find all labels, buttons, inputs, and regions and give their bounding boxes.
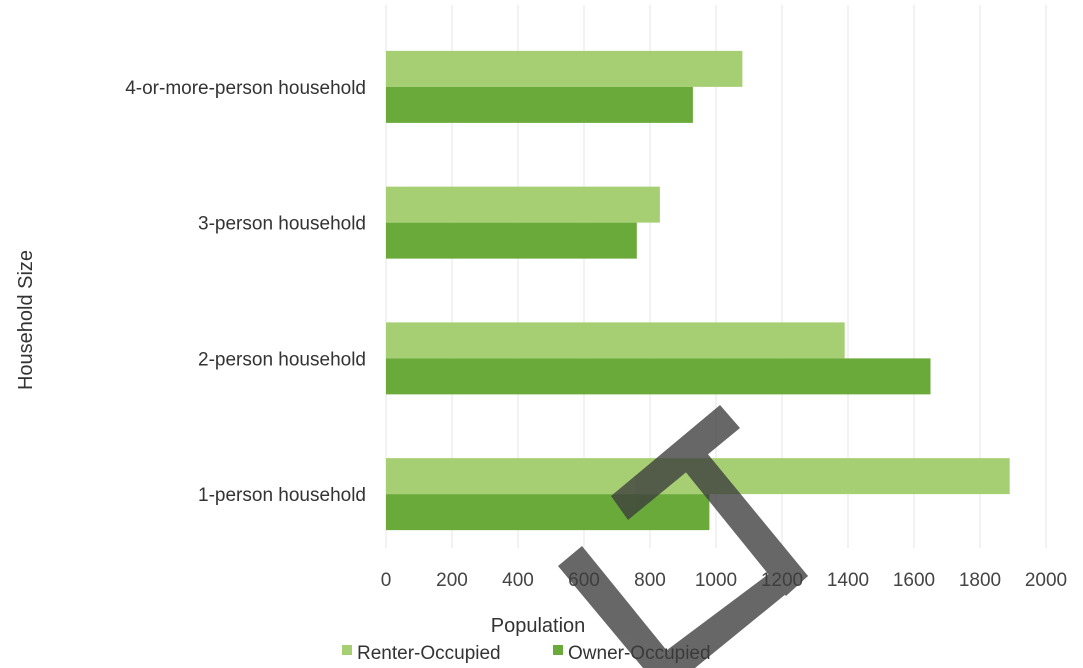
legend-label-renter: Renter-Occupied — [357, 643, 501, 664]
bar-owner — [386, 86, 693, 123]
bar-owner — [386, 222, 637, 259]
legend-swatch-renter — [342, 645, 352, 655]
x-tick-label: 1600 — [893, 570, 935, 591]
x-tick-label: 1400 — [827, 570, 869, 591]
x-tick-label: 200 — [436, 570, 468, 591]
x-axis-title: Population — [491, 615, 586, 637]
watermark-logo — [558, 405, 808, 668]
bar-renter — [386, 50, 743, 87]
y-category-label: 2-person household — [198, 349, 366, 370]
bar-owner — [386, 358, 931, 395]
x-tick-label: 800 — [634, 570, 666, 591]
legend-swatch-owner — [553, 645, 563, 655]
y-category-label: 4-or-more-person household — [125, 78, 366, 99]
y-category-label: 3-person household — [198, 214, 366, 235]
y-axis-categories: 1-person household 2-person household 3-pe… — [125, 78, 366, 506]
bar-owner — [386, 494, 710, 531]
x-tick-label: 2000 — [1025, 570, 1067, 591]
y-axis-title: Household Size — [15, 250, 37, 390]
x-tick-label: 1800 — [959, 570, 1001, 591]
x-axis-ticks: 0200400600800100012001400160018002000 — [381, 570, 1067, 591]
x-tick-label: 1000 — [695, 570, 737, 591]
bar-renter — [386, 322, 845, 359]
y-category-label: 1-person household — [198, 485, 366, 506]
bar-renter — [386, 186, 660, 223]
x-tick-label: 0 — [381, 570, 392, 591]
x-tick-label: 400 — [502, 570, 534, 591]
